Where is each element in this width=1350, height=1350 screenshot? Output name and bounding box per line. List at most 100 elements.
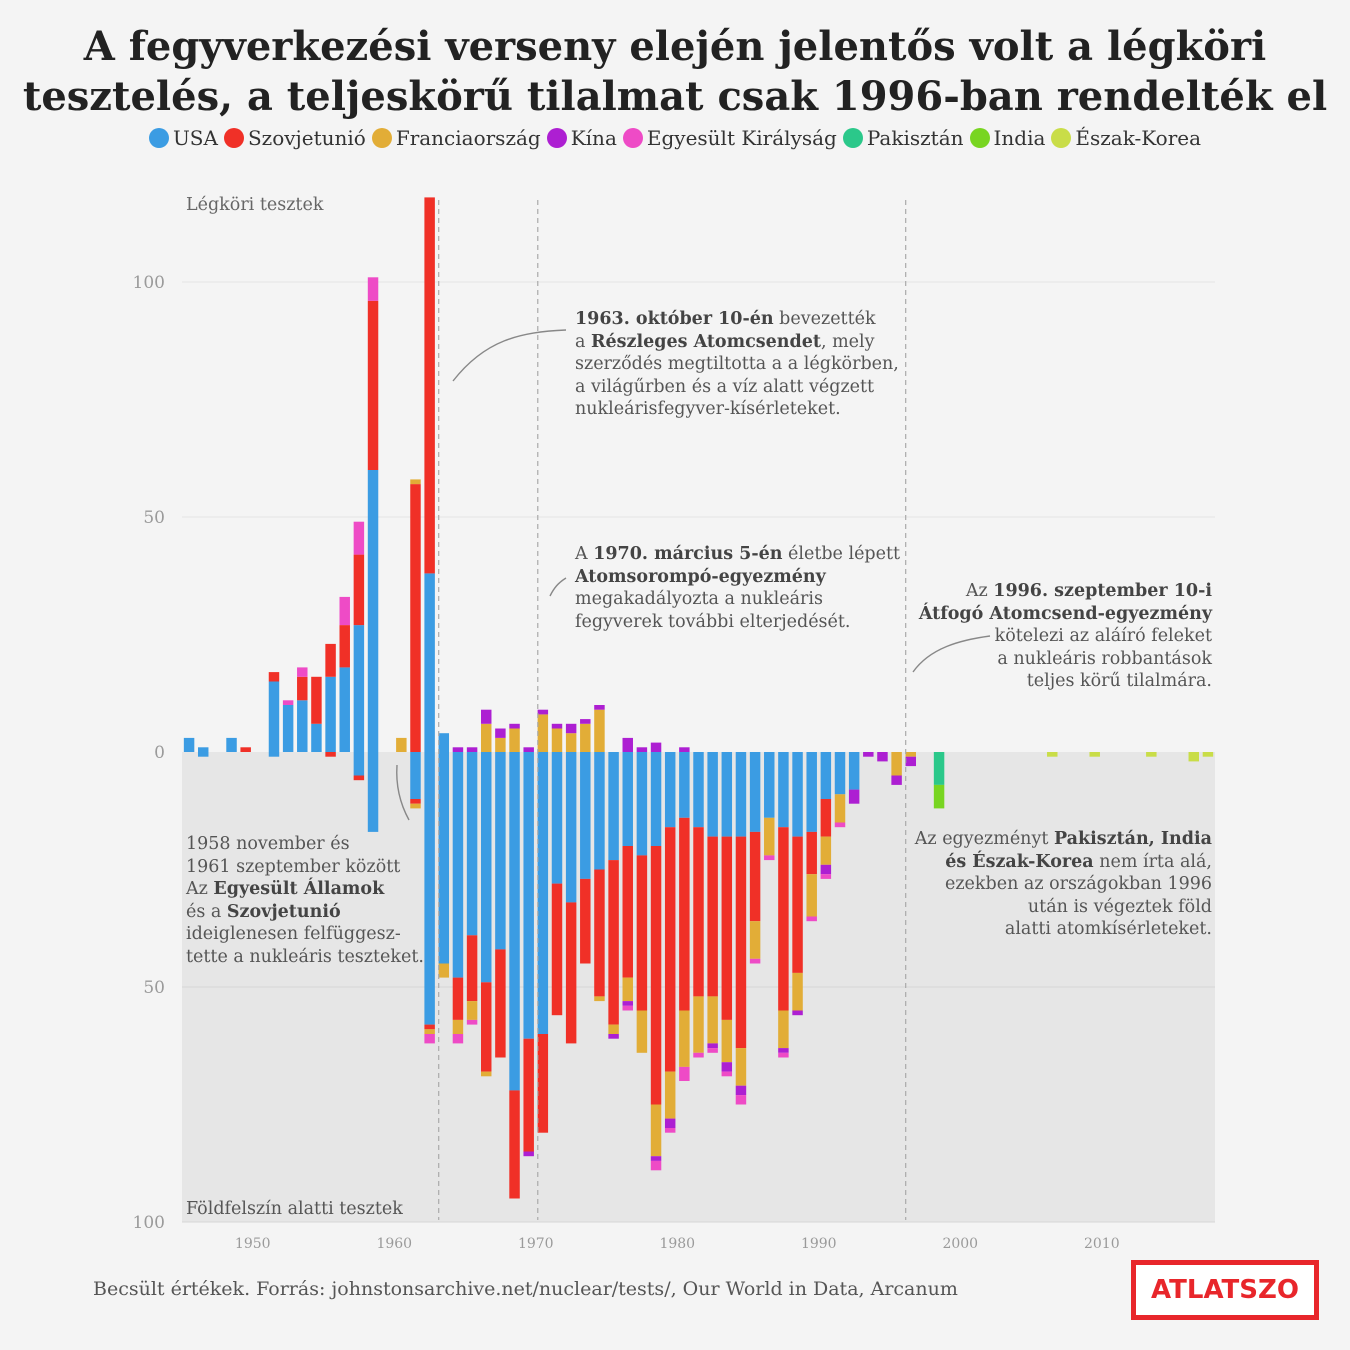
bar-segment	[537, 709, 549, 715]
bar-segment	[410, 799, 421, 804]
bar-segment	[424, 1034, 435, 1044]
bar-segment	[424, 752, 435, 1025]
bar-segment	[580, 752, 591, 879]
bar-segment	[452, 977, 464, 1020]
bar-segment	[679, 817, 690, 1011]
bar-segment	[778, 1048, 789, 1053]
bar-segment	[721, 836, 733, 1020]
bar-segment	[495, 752, 506, 950]
bar-segment	[466, 1019, 478, 1025]
bar-segment	[1188, 752, 1200, 762]
bar-segment	[679, 752, 690, 818]
bar-segment	[905, 752, 916, 757]
bar-segment	[707, 1048, 718, 1053]
annotation-text: Egyesült Államok	[213, 879, 385, 899]
bar-segment	[481, 1071, 492, 1077]
legend-label: Franciaország	[395, 126, 541, 150]
annotation-text: és a	[186, 901, 227, 922]
annotation-text: Részleges Atomcsendet	[591, 331, 821, 352]
legend-label: India	[993, 126, 1046, 150]
bar-segment	[1202, 752, 1214, 757]
annotation-text: nukleárisfegyver-kísérleteket.	[575, 399, 841, 419]
bar-segment	[424, 573, 435, 752]
annotation-line: Az Egyesült Államok	[186, 878, 424, 901]
bar-segment	[749, 831, 761, 922]
bar-segment	[551, 883, 563, 1016]
legend-dot-icon	[223, 128, 244, 148]
bar-segment	[749, 752, 761, 832]
bar-segment	[466, 752, 478, 936]
bar-segment	[622, 977, 633, 1002]
annotation-npt: A 1970. március 5-én életbe lépett Atomso…	[575, 543, 900, 633]
leader-line	[912, 635, 991, 673]
bar-segment	[466, 1001, 478, 1020]
bar-segment	[311, 676, 322, 724]
bar-segment	[523, 747, 534, 752]
annotation-line: ideiglenesen felfüggesz-	[186, 923, 424, 946]
bar-segment	[580, 878, 591, 964]
annotation-text: után is végeztek föld	[1027, 896, 1212, 917]
bar-segment	[778, 1052, 789, 1058]
annotation-line: 1963. október 10-én bevezették	[575, 308, 899, 331]
annotation-text: bevezették	[773, 309, 876, 329]
bar-segment	[806, 831, 817, 875]
bar-segment	[778, 752, 789, 828]
bar-segment	[452, 1034, 464, 1044]
annotation-line: tette a nukleáris teszteket.	[186, 946, 424, 969]
bar-segment	[523, 1038, 534, 1152]
bar-segment	[537, 752, 549, 1034]
bar-segment	[650, 1160, 662, 1171]
bar-segment	[594, 752, 605, 870]
bar-segment	[282, 700, 294, 705]
annotation-text: ideiglenesen felfüggesz-	[186, 924, 401, 944]
annotation-ctbt: Az 1996. szeptember 10-i Átfogó Atomcsend…	[919, 580, 1212, 693]
bar-segment	[509, 728, 520, 752]
bar-segment	[452, 752, 464, 978]
annotation-text: életbe lépett	[782, 544, 901, 564]
bar-segment	[183, 737, 195, 752]
bar-segment	[764, 817, 775, 856]
bar-segment	[806, 752, 817, 832]
bar-segment	[565, 723, 577, 734]
bar-segment	[410, 479, 421, 485]
bar-segment	[367, 277, 379, 301]
bar-segment	[410, 484, 421, 752]
bar-segment	[452, 1019, 464, 1034]
legend-label: USA	[172, 126, 218, 150]
legend-label: Észak-Korea	[1075, 126, 1202, 150]
atlatszo-logo[interactable]: ATLATSZO	[1131, 1260, 1319, 1320]
bar-segment	[325, 643, 336, 677]
bar-segment	[339, 667, 350, 752]
annotation-text: a nukleáris robbantások	[997, 648, 1212, 669]
bar-segment	[396, 737, 407, 752]
annotation-text: ezekben az országokban 1996	[944, 874, 1212, 894]
bar-segment	[466, 747, 478, 752]
atmospheric-label: Légköri tesztek	[186, 195, 324, 215]
bar-segment	[735, 1095, 747, 1105]
legend-item: Kína	[546, 126, 617, 150]
bar-segment	[650, 742, 662, 752]
bar-segment	[693, 752, 704, 828]
bar-segment	[438, 733, 450, 752]
bar-segment	[636, 752, 648, 856]
bar-segment	[197, 747, 209, 752]
bar-segment	[226, 737, 237, 752]
legend-dot-icon	[1051, 128, 1072, 148]
bar-segment	[240, 747, 251, 752]
bar-segment	[466, 935, 478, 1002]
legend-item: Szovjetunió	[223, 126, 366, 150]
annotation-line: Az egyezményt Pakisztán, India	[915, 828, 1212, 851]
annotation-text: 1963. október 10-én	[575, 309, 774, 329]
annotation-text: a világűrben és a víz alatt végzett	[575, 376, 875, 397]
x-tick-label: 1960	[376, 1236, 412, 1252]
bar-segment	[523, 1151, 534, 1157]
y-tick-label: 50	[143, 978, 165, 998]
annotation-text: 1961 szeptember között	[186, 856, 401, 877]
annotation-text: és Észak-Korea	[945, 851, 1094, 872]
bar-segment	[749, 921, 761, 959]
underground-label: Földfelszín alatti tesztek	[186, 1199, 403, 1219]
annotation-line: a világűrben és a víz alatt végzett	[575, 376, 899, 399]
annotation-line: nukleárisfegyver-kísérleteket.	[575, 398, 899, 421]
bar-segment	[509, 723, 520, 729]
bar-segment	[778, 827, 789, 1011]
